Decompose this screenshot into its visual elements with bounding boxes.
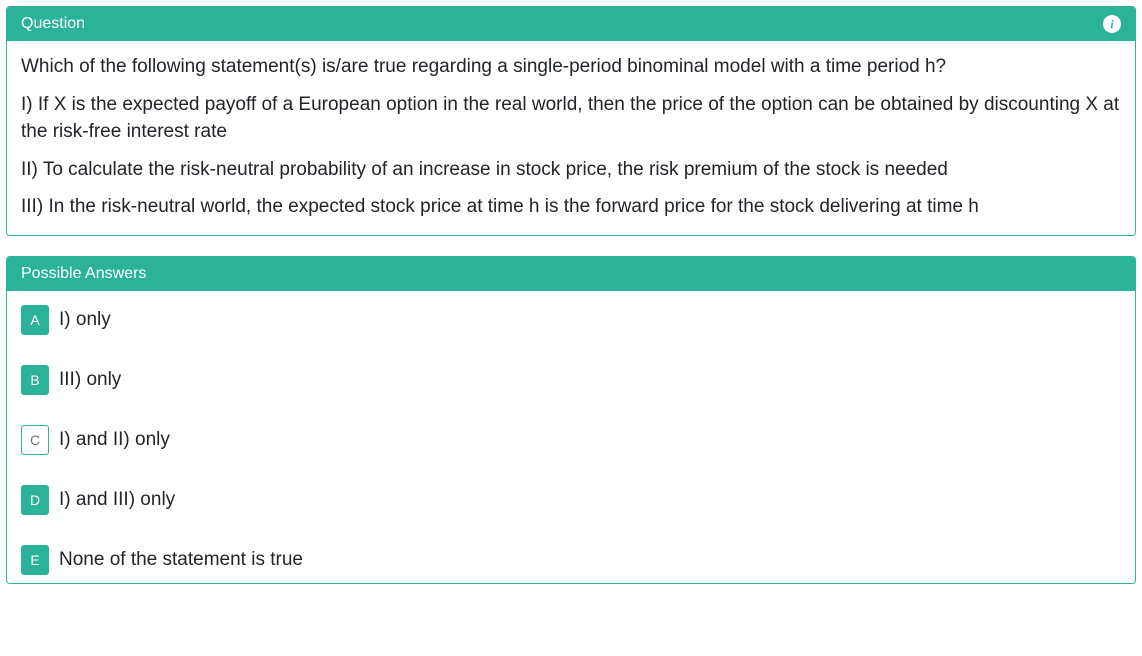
answer-option-e[interactable]: E None of the statement is true (21, 545, 1121, 575)
answer-letter-badge: C (21, 425, 49, 455)
answer-text: I) and II) only (59, 429, 170, 451)
question-panel: Question i Which of the following statem… (6, 6, 1136, 236)
info-icon[interactable]: i (1103, 15, 1121, 33)
answer-text: I) and III) only (59, 489, 175, 511)
answers-header-title: Possible Answers (21, 265, 146, 283)
answer-text: III) only (59, 369, 121, 391)
answer-option-c[interactable]: C I) and II) only (21, 425, 1121, 455)
answers-panel: Possible Answers A I) only B III) only C… (6, 256, 1136, 584)
answer-letter-badge: A (21, 305, 49, 335)
question-paragraph: III) In the risk-neutral world, the expe… (21, 193, 1121, 221)
answer-text: I) only (59, 309, 111, 331)
answer-letter-badge: B (21, 365, 49, 395)
answer-option-d[interactable]: D I) and III) only (21, 485, 1121, 515)
question-header-title: Question (21, 15, 85, 33)
answer-option-b[interactable]: B III) only (21, 365, 1121, 395)
question-panel-header: Question i (7, 7, 1135, 41)
answer-letter-badge: E (21, 545, 49, 575)
question-paragraph: II) To calculate the risk-neutral probab… (21, 156, 1121, 184)
question-paragraph: Which of the following statement(s) is/a… (21, 53, 1121, 81)
answer-letter-badge: D (21, 485, 49, 515)
answers-body: A I) only B III) only C I) and II) only … (7, 291, 1135, 583)
answer-option-a[interactable]: A I) only (21, 305, 1121, 335)
answers-panel-header: Possible Answers (7, 257, 1135, 291)
answer-text: None of the statement is true (59, 549, 303, 571)
question-paragraph: I) If X is the expected payoff of a Euro… (21, 91, 1121, 146)
question-body: Which of the following statement(s) is/a… (7, 41, 1135, 235)
